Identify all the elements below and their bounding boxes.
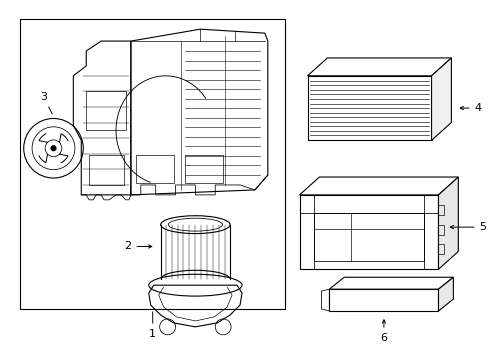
Polygon shape (439, 177, 458, 269)
Polygon shape (299, 177, 458, 195)
Bar (185, 155, 223, 183)
Bar (20, 19, 285, 309)
Text: 4: 4 (460, 103, 482, 113)
Text: 6: 6 (380, 320, 388, 343)
Bar (89, 155, 124, 185)
Ellipse shape (149, 274, 242, 296)
Ellipse shape (161, 270, 230, 288)
Text: 1: 1 (149, 312, 156, 339)
Circle shape (51, 146, 56, 150)
Text: 3: 3 (40, 92, 52, 114)
Bar (86, 91, 126, 130)
Bar (136, 155, 173, 183)
Polygon shape (439, 277, 453, 311)
Text: 2: 2 (124, 242, 152, 252)
Text: 5: 5 (450, 222, 487, 232)
Polygon shape (432, 58, 451, 140)
Bar (315, 213, 424, 261)
Polygon shape (329, 289, 439, 311)
Polygon shape (329, 277, 453, 289)
Polygon shape (299, 195, 439, 269)
Polygon shape (308, 58, 451, 76)
Polygon shape (308, 76, 432, 140)
